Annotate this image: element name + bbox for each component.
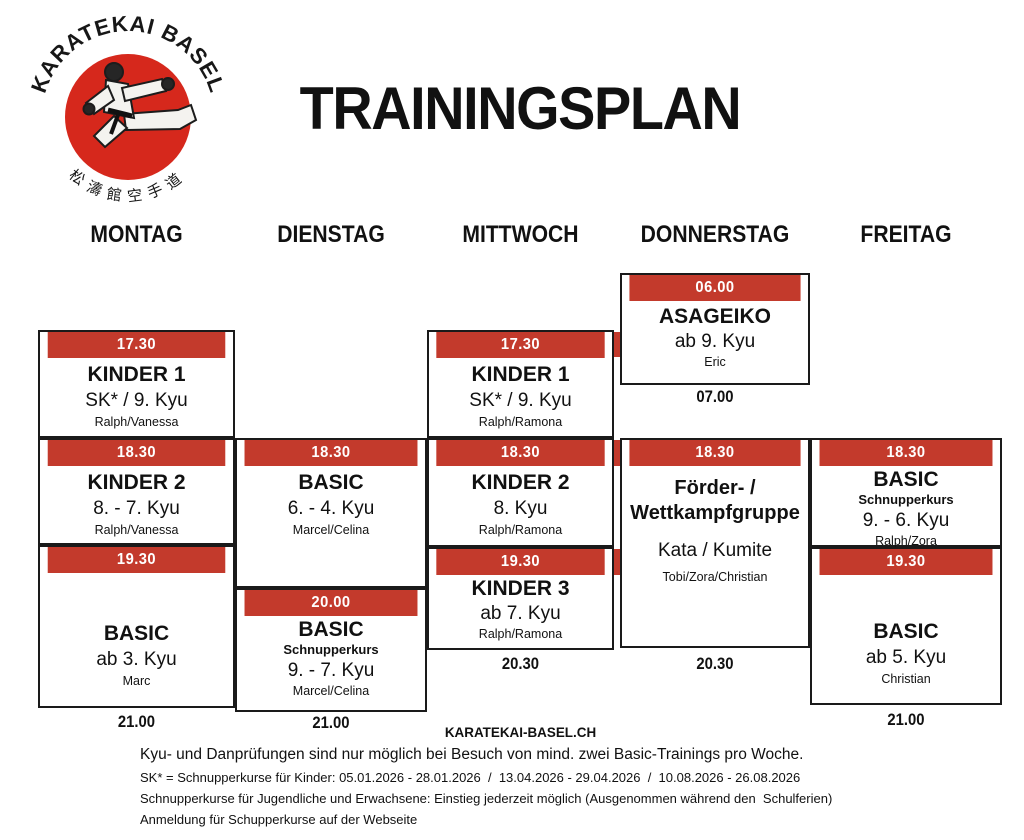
day-header-mittwoch: MITTWOCH [462,221,579,248]
sk-dates-note: SK* = Schnupperkurse für Kinder: 05.01.2… [140,770,801,785]
time-header: 18.30 [47,440,226,466]
class-title: ASAGEIKO [658,305,771,328]
training-block-tue-1830: 18.30 BASIC 6. - 4. Kyu Marcel/Celina [235,438,427,588]
class-trainers: Ralph/Ramona [478,415,563,429]
class-level: SK* / 9. Kyu [85,390,188,411]
red-band-sliver [614,332,620,357]
day-header-donnerstag: DONNERSTAG [640,221,790,248]
training-block-mon-1730: 17.30 KINDER 1 SK* / 9. Kyu Ralph/Vaness… [38,330,235,438]
end-time-thursday-morning: 07.00 [696,388,734,406]
class-trainers: Ralph/Vanessa [94,415,179,429]
time-header: 19.30 [47,547,226,573]
class-trainers: Ralph/Vanessa [94,523,179,537]
class-level: 9. - 7. Kyu [287,660,375,681]
class-trainers: Marcel/Celina [292,684,370,698]
exam-requirement-note: Kyu- und Danprüfungen sind nur möglich b… [140,746,804,763]
end-time-thursday: 20.30 [696,655,734,673]
class-level: 8. Kyu [493,498,548,519]
class-level: ab 3. Kyu [96,649,177,670]
page-title: TRAININGSPLAN [299,75,742,142]
class-level: ab 7. Kyu [480,603,561,624]
time-header: 18.30 [436,440,605,466]
time-header: 18.30 [244,440,418,466]
training-block-mon-1930: 19.30 BASIC ab 3. Kyu Marc [38,545,235,708]
end-time-tuesday: 21.00 [312,714,350,732]
class-level: ab 5. Kyu [865,647,947,668]
time-header: 18.30 [819,440,993,466]
time-header: 17.30 [47,332,226,358]
class-level: SK* / 9. Kyu [469,390,572,411]
class-subtitle: Schnupperkurs [283,642,379,657]
club-logo: KARATEKAI BASEL 松濤館空手道 [28,11,228,206]
training-block-tue-2000: 20.00 BASIC Schnupperkurs 9. - 7. Kyu Ma… [235,588,427,712]
red-band-sliver [614,549,620,575]
time-header: 06.00 [629,275,801,301]
class-trainers: Marc [122,674,151,688]
class-title: BASIC [873,468,939,491]
class-level: Kata / Kumite [657,540,773,561]
class-trainers: Ralph/Ramona [478,523,563,537]
training-block-thu-0600: 06.00 ASAGEIKO ab 9. Kyu Eric [620,273,810,385]
training-block-wed-1930: 19.30 KINDER 3 ab 7. Kyu Ralph/Ramona [427,547,614,650]
class-trainers: Ralph/Ramona [478,627,563,641]
time-header: 18.30 [629,440,801,466]
training-block-mon-1830: 18.30 KINDER 2 8. - 7. Kyu Ralph/Vanessa [38,438,235,545]
training-block-wed-1730: 17.30 KINDER 1 SK* / 9. Kyu Ralph/Ramona [427,330,614,438]
class-title: BASIC [298,618,364,641]
training-block-fri-1930: 19.30 BASIC ab 5. Kyu Christian [810,547,1002,705]
end-time-wednesday: 20.30 [501,655,540,673]
class-level: 9. - 6. Kyu [862,510,950,531]
class-trainers: Christian [881,672,931,686]
registration-note: Anmeldung für Schupperkurse auf der Webs… [140,812,418,827]
website-label: KARATEKAI-BASEL.CH [444,724,597,740]
karateka-icon [82,62,198,149]
day-header-dienstag: DIENSTAG [277,221,385,248]
class-title: Förder- / Wettkampfgruppe [630,477,800,524]
end-time-monday: 21.00 [117,713,156,731]
class-title: KINDER 1 [87,363,186,386]
class-subtitle: Schnupperkurs [858,492,954,507]
class-title: KINDER 2 [87,471,186,494]
training-block-thu-1830: 18.30 Förder- / Wettkampfgruppe Kata / K… [620,438,810,648]
class-title: BASIC [103,622,170,645]
class-level: ab 9. Kyu [674,331,756,352]
class-level: 8. - 7. Kyu [93,498,180,519]
day-header-freitag: FREITAG [860,221,952,248]
time-header: 20.00 [244,590,418,616]
class-title: BASIC [298,471,364,494]
class-trainers: Ralph/Zora [875,534,937,548]
end-time-friday: 21.00 [887,711,925,729]
training-block-wed-1830: 18.30 KINDER 2 8. Kyu Ralph/Ramona [427,438,614,547]
day-header-montag: MONTAG [90,221,183,248]
trial-course-note: Schnupperkurse für Jugendliche und Erwac… [140,791,833,806]
class-trainers: Marcel/Celina [292,523,370,537]
time-header: 17.30 [436,332,605,358]
class-title: BASIC [873,620,939,643]
class-title: KINDER 3 [471,577,570,600]
class-title: KINDER 2 [471,471,570,494]
time-header: 19.30 [436,549,605,575]
class-trainers: Eric [704,355,726,369]
training-block-fri-1830: 18.30 BASIC Schnupperkurs 9. - 6. Kyu Ra… [810,438,1002,548]
class-level: 6. - 4. Kyu [287,498,375,519]
class-title: KINDER 1 [471,363,570,386]
class-trainers: Tobi/Zora/Christian [662,570,768,584]
time-header: 19.30 [819,549,993,575]
